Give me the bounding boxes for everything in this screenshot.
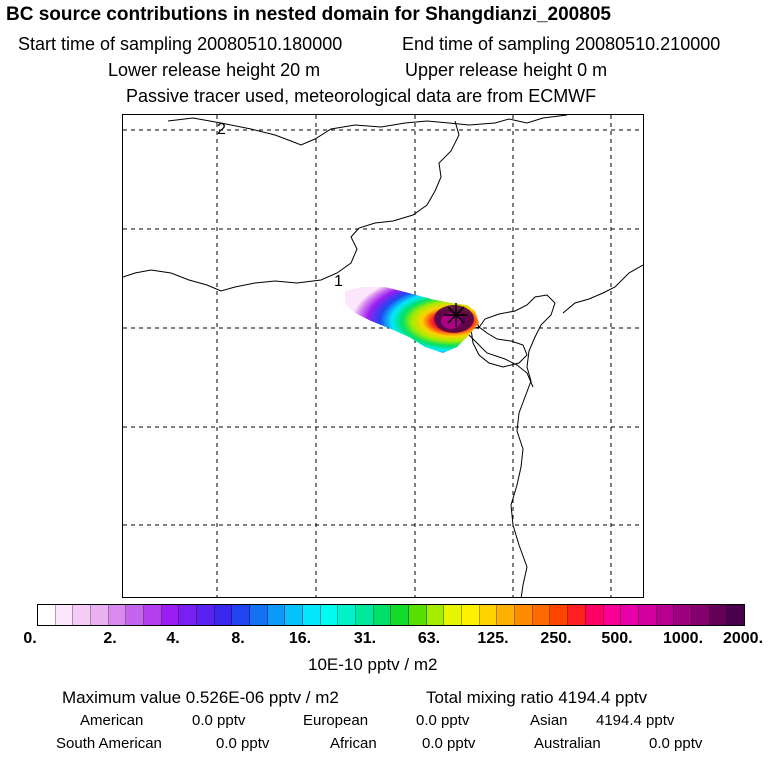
colorbar-segment <box>250 605 268 625</box>
colorbar-tick-label: 31. <box>353 630 377 647</box>
european-label: European <box>303 712 369 729</box>
lower-release-height: Lower release height 20 m <box>108 60 321 80</box>
upper-release-height: Upper release height 0 m <box>405 60 608 80</box>
colorbar-tick-label: 0. <box>23 630 37 647</box>
coastlines-borders <box>123 115 643 597</box>
start-time: Start time of sampling 20080510.180000 <box>18 34 343 54</box>
colorbar-tick-label: 2. <box>103 630 117 647</box>
coastline-east <box>477 294 556 597</box>
colorbar-segment <box>391 605 410 625</box>
colorbar-segment <box>409 605 427 625</box>
colorbar-segment <box>73 605 92 625</box>
colorbar-segment <box>373 605 392 625</box>
australian-label: Australian <box>534 735 601 752</box>
colorbar-segment <box>303 605 321 625</box>
colorbar-segment <box>338 605 357 625</box>
colorbar-tick-label: 500. <box>601 630 633 647</box>
colorbar-segment <box>550 605 569 625</box>
map-label-2: 2 <box>217 121 226 138</box>
african-label: African <box>330 735 377 752</box>
map-canvas <box>123 115 643 597</box>
colorbar-segment <box>727 605 744 625</box>
colorbar-segment <box>267 605 286 625</box>
map-label-1: 1 <box>334 273 343 290</box>
colorbar-segment <box>91 605 109 625</box>
american-value: 0.0 pptv <box>192 712 246 729</box>
receptor-marker <box>444 303 468 327</box>
border-north <box>167 115 568 146</box>
colorbar-segment <box>515 605 533 625</box>
colorbar-segment <box>709 605 728 625</box>
colorbar-segment <box>462 605 480 625</box>
max-value: Maximum value 0.526E-06 pptv / m2 <box>62 688 339 707</box>
tracer-info: Passive tracer used, meteorological data… <box>126 86 597 106</box>
colorbar-segment <box>214 605 233 625</box>
grid-lines <box>123 115 643 597</box>
plot-title: BC source contributions in nested domain… <box>6 4 611 25</box>
south-american-value: 0.0 pptv <box>216 735 270 752</box>
colorbar-segment <box>426 605 445 625</box>
colorbar-segment <box>108 605 127 625</box>
colorbar-segment <box>638 605 657 625</box>
colorbar-units: 10E-10 pptv / m2 <box>308 655 438 674</box>
american-label: American <box>80 712 144 729</box>
total-mixing-ratio: Total mixing ratio 4194.4 pptv <box>426 688 648 707</box>
colorbar-segment <box>532 605 551 625</box>
colorbar-tick-label: 8. <box>231 630 245 647</box>
colorbar <box>37 604 745 626</box>
european-value: 0.0 pptv <box>416 712 470 729</box>
plume-outer <box>345 287 479 353</box>
colorbar-segment <box>497 605 516 625</box>
colorbar-segment <box>356 605 374 625</box>
colorbar-segment <box>621 605 639 625</box>
colorbar-segment <box>656 605 675 625</box>
asian-label: Asian <box>530 712 568 729</box>
colorbar-segment <box>479 605 498 625</box>
colorbar-segment <box>179 605 198 625</box>
border-main <box>123 120 460 292</box>
african-value: 0.0 pptv <box>422 735 476 752</box>
colorbar-tick-label: 1000. <box>662 630 704 647</box>
colorbar-segment <box>126 605 145 625</box>
australian-value: 0.0 pptv <box>649 735 703 752</box>
map-panel: 2 1 <box>122 114 644 598</box>
colorbar-tick-label: 2000. <box>722 630 764 647</box>
colorbar-segment <box>568 605 586 625</box>
colorbar-segment <box>144 605 162 625</box>
colorbar-segment <box>691 605 710 625</box>
asian-value: 4194.4 pptv <box>596 712 675 729</box>
colorbar-segment <box>585 605 604 625</box>
colorbar-segment <box>161 605 180 625</box>
colorbar-segment <box>55 605 74 625</box>
colorbar-segment <box>674 605 692 625</box>
colorbar-segment <box>197 605 215 625</box>
plume-overlay <box>345 287 479 353</box>
colorbar-segment <box>285 605 304 625</box>
south-american-label: South American <box>56 735 162 752</box>
colorbar-segment <box>603 605 622 625</box>
colorbar-tick-label: 63. <box>417 630 441 647</box>
coastline-korea <box>562 264 643 314</box>
coastline-bay <box>470 326 528 368</box>
end-time: End time of sampling 20080510.210000 <box>402 34 721 54</box>
colorbar-tick-label: 250. <box>540 630 572 647</box>
colorbar-segment <box>38 605 56 625</box>
colorbar-segment <box>232 605 251 625</box>
colorbar-tick-label: 125. <box>477 630 509 647</box>
colorbar-segment <box>320 605 339 625</box>
colorbar-tick-label: 4. <box>166 630 180 647</box>
colorbar-tick-label: 16. <box>288 630 312 647</box>
colorbar-segment <box>444 605 463 625</box>
